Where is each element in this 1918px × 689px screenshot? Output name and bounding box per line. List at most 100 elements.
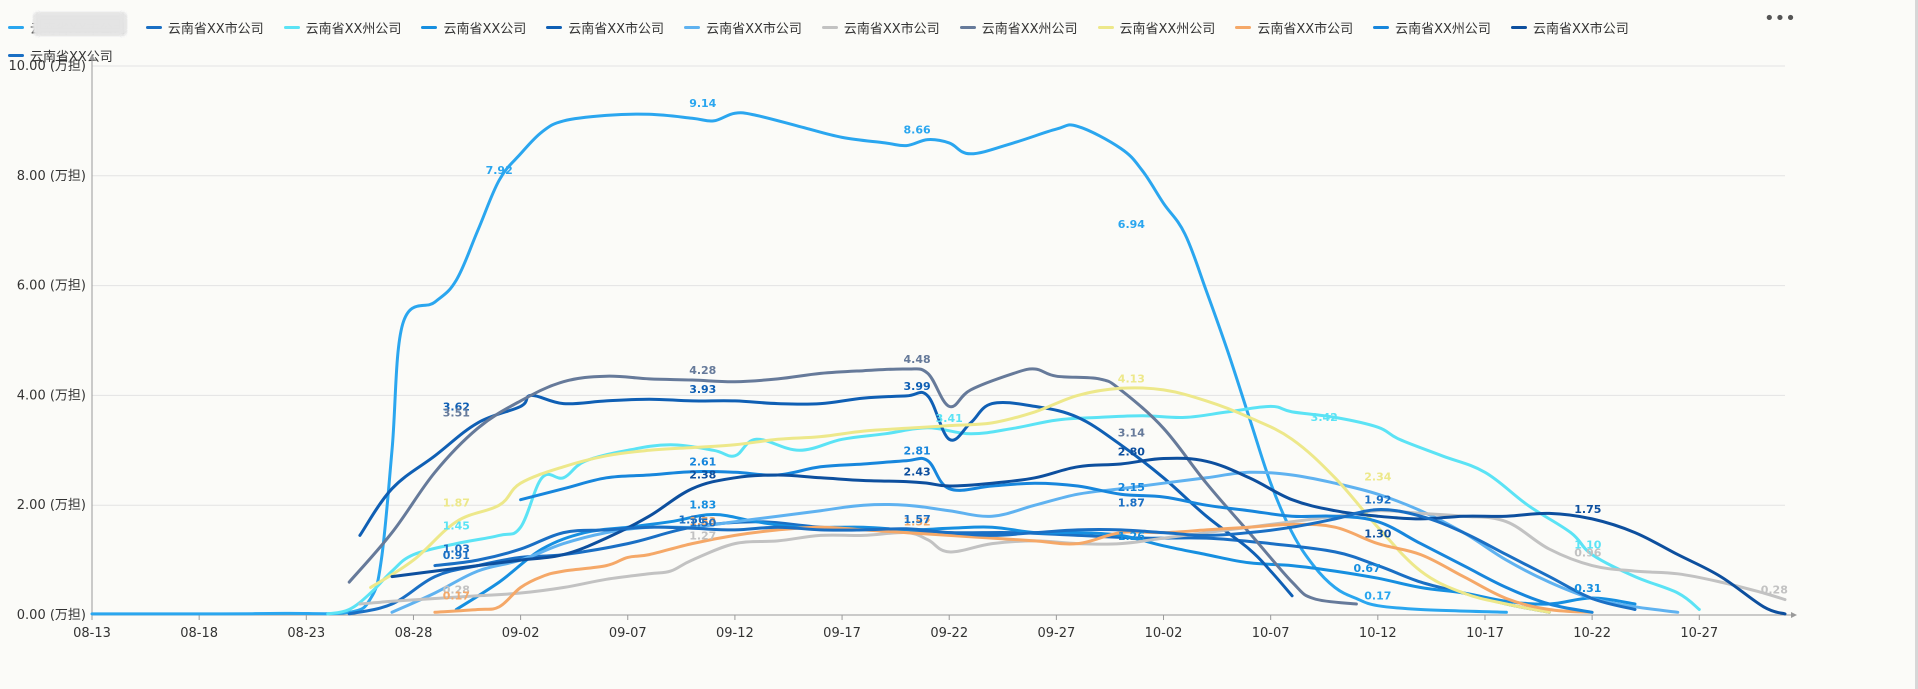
x-tick-label: 09-22 <box>930 626 968 641</box>
data-label: 3.93 <box>689 383 716 396</box>
y-axis-arrow-icon <box>89 54 95 60</box>
data-label: 9.14 <box>689 97 716 110</box>
data-label: 4.48 <box>903 353 930 366</box>
series-line[interactable] <box>433 508 1637 611</box>
data-label: 0.31 <box>1574 582 1601 595</box>
x-tick-label: 10-02 <box>1145 626 1183 641</box>
legend-swatch <box>1235 26 1252 29</box>
y-tick-label: 4.00 (万担) <box>17 388 86 403</box>
x-tick-label: 10-07 <box>1252 626 1290 641</box>
x-tick-label: 08-13 <box>73 626 111 641</box>
data-label: 1.53 <box>689 515 716 528</box>
data-label: 1.87 <box>443 496 470 509</box>
y-tick-label: 6.00 (万担) <box>17 279 86 294</box>
data-label: 1.52 <box>903 516 930 529</box>
series-line[interactable] <box>433 522 1594 614</box>
data-label: 4.28 <box>689 364 716 377</box>
x-tick-label: 08-18 <box>180 626 218 641</box>
data-label: 2.34 <box>1364 471 1391 484</box>
data-label: 3.99 <box>903 380 930 393</box>
data-label: 1.10 <box>1574 539 1601 552</box>
data-label: 2.38 <box>689 468 716 481</box>
data-label: 0.67 <box>1354 562 1381 575</box>
legend-label: 云南省XX州公司 <box>981 22 1078 37</box>
legend-label: 云南省XX市公司 <box>843 22 940 37</box>
data-label: 0.17 <box>1364 590 1391 603</box>
legend-swatch <box>1373 26 1390 29</box>
legend-swatch <box>959 26 976 29</box>
legend-label: 云南省XX市公司 <box>568 22 665 37</box>
legend-swatch <box>684 26 701 29</box>
x-tick-label: 09-17 <box>823 626 861 641</box>
data-label: 1.27 <box>689 529 716 542</box>
data-label: 1.87 <box>1118 496 1145 509</box>
series-line[interactable] <box>369 386 1551 614</box>
series-line[interactable] <box>358 390 1294 598</box>
legend: 云南省XX市公司 云南省XX市公司 云南省XX州公司 云南省XX公司 云南省XX市公司 云… <box>8 14 1768 69</box>
data-label: 3.14 <box>1118 427 1145 440</box>
legend-swatch <box>8 26 24 29</box>
data-label: 1.50 <box>689 517 716 530</box>
x-tick-label: 10-12 <box>1359 626 1397 641</box>
data-label: 2.81 <box>903 445 930 458</box>
data-label: 2.43 <box>903 466 930 479</box>
series-line[interactable] <box>390 456 1787 616</box>
data-label: 3.51 <box>443 406 470 419</box>
data-label: 1.03 <box>443 542 470 555</box>
legend-swatch <box>421 26 438 29</box>
x-tick-label: 09-07 <box>609 626 647 641</box>
data-label: 2.61 <box>689 456 716 469</box>
series-line[interactable] <box>347 367 1358 606</box>
x-tick-label: 09-12 <box>716 626 754 641</box>
legend-swatch <box>145 26 162 29</box>
data-label: 3.41 <box>936 412 963 425</box>
data-label: 1.75 <box>1574 503 1601 516</box>
x-tick-label: 09-27 <box>1037 626 1075 641</box>
data-label: 0.28 <box>1761 584 1788 597</box>
data-label: 1.57 <box>903 513 930 526</box>
y-tick-label: 10.00 (万担) <box>9 59 87 74</box>
series-line[interactable] <box>326 404 1701 616</box>
x-tick-label: 10-17 <box>1466 626 1504 641</box>
data-label: 1.83 <box>689 499 716 512</box>
data-label: 3.62 <box>443 400 470 413</box>
more-options-icon[interactable]: ••• <box>1764 8 1796 29</box>
legend-swatch <box>546 26 563 29</box>
right-divider <box>1915 0 1918 689</box>
series-line[interactable] <box>90 111 1508 616</box>
legend-swatch <box>283 26 300 29</box>
series-line[interactable] <box>519 456 1594 614</box>
legend-swatch <box>8 53 24 57</box>
data-label: 2.80 <box>1118 445 1145 458</box>
data-label: 1.56 <box>678 513 705 526</box>
data-label: 7.92 <box>486 164 513 177</box>
y-tick-label: 0.00 (万担) <box>17 608 86 623</box>
legend-label: 云南省XX州公司 <box>305 22 402 37</box>
x-axis-arrow-icon <box>1791 612 1797 618</box>
x-tick-label: 08-23 <box>287 626 325 641</box>
data-label: 0.91 <box>443 549 470 562</box>
legend-redaction <box>36 15 124 33</box>
data-label: 1.26 <box>1118 530 1145 543</box>
legend-label: 云南省XX市公司 <box>1532 22 1629 37</box>
data-label: 2.15 <box>1118 481 1145 494</box>
legend-label: 云南省XX州公司 <box>1395 22 1491 37</box>
data-label: 6.94 <box>1118 218 1145 231</box>
data-label: 0.17 <box>443 590 470 603</box>
legend-label: 云南省XX公司 <box>443 22 527 37</box>
data-label: 0.96 <box>1574 546 1601 559</box>
legend-label: 云南省XX市公司 <box>706 22 802 37</box>
legend-label: 云南省XX市公司 <box>1257 22 1354 37</box>
legend-swatch <box>821 26 838 29</box>
data-label: 1.45 <box>443 519 470 532</box>
data-label: 4.13 <box>1118 372 1145 385</box>
x-tick-label: 10-22 <box>1573 626 1611 641</box>
legend-swatch <box>1510 26 1527 29</box>
x-tick-label: 08-28 <box>395 626 433 641</box>
series-line[interactable] <box>454 513 1637 611</box>
data-label: 8.66 <box>903 124 930 137</box>
y-tick-label: 8.00 (万担) <box>17 169 86 184</box>
x-tick-label: 10-27 <box>1680 626 1718 641</box>
